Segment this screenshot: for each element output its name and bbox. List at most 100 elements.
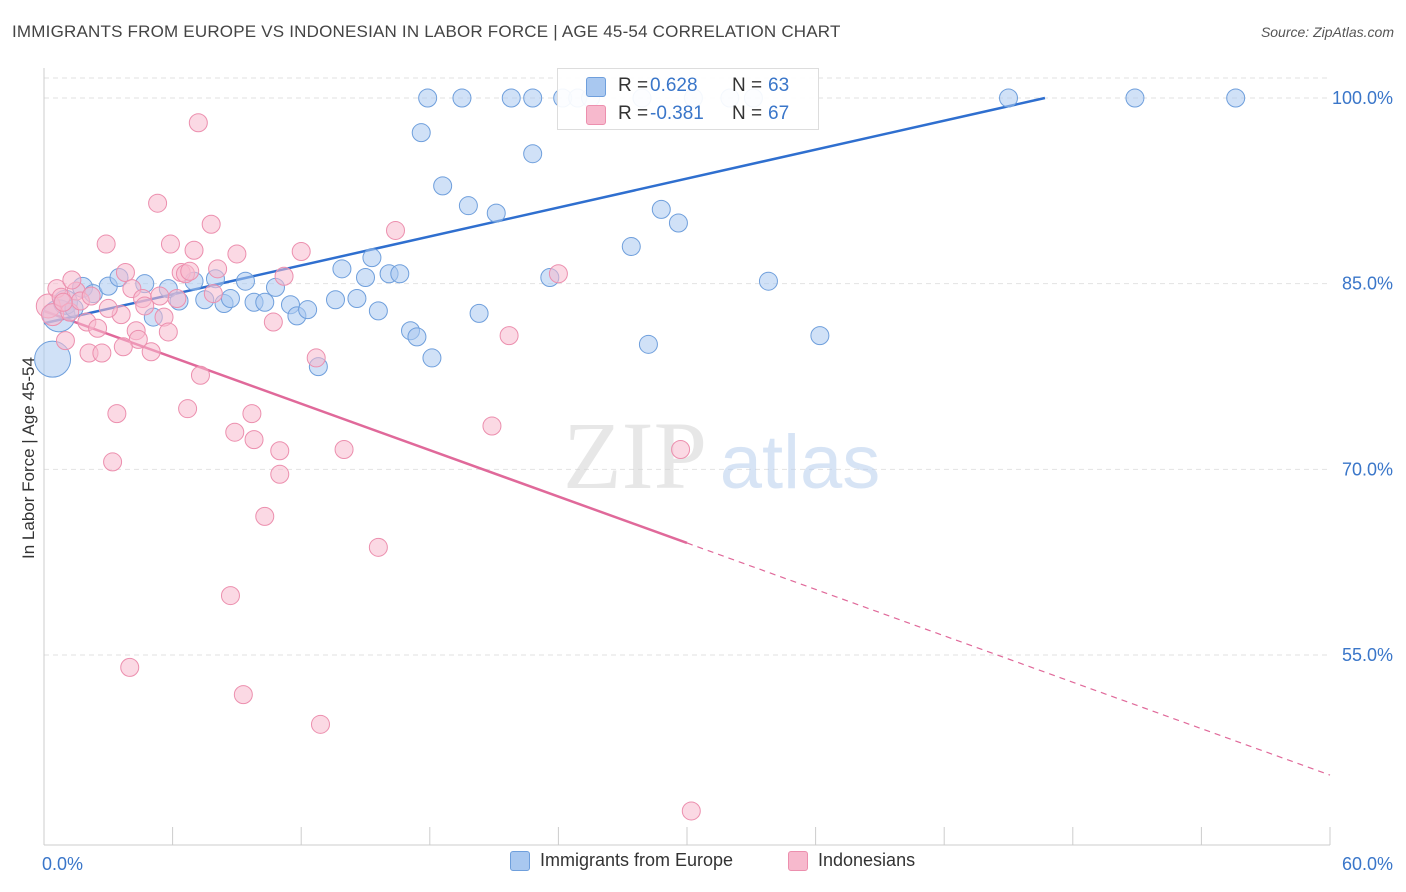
data-point-europe [651, 199, 671, 219]
data-point-indonesians [233, 685, 253, 705]
data-point-europe [368, 301, 388, 321]
data-point-indonesians [386, 220, 406, 240]
y-tick-label: 70.0% [1342, 459, 1393, 479]
y-tick-label: 55.0% [1342, 645, 1393, 665]
stats-swatch-pink [586, 105, 606, 125]
gridlines [44, 77, 1330, 656]
data-point-indonesians [334, 440, 354, 460]
data-point-europe [999, 88, 1018, 108]
data-point-indonesians [135, 296, 155, 316]
data-point-indonesians [274, 266, 294, 286]
data-point-indonesians [548, 264, 568, 284]
data-point-indonesians [242, 404, 262, 424]
data-point-europe [235, 271, 255, 291]
data-point-europe [621, 237, 641, 257]
data-point-europe [1125, 88, 1145, 108]
data-point-indonesians [92, 343, 112, 363]
data-point-indonesians [227, 244, 247, 264]
data-point-indonesians [96, 234, 116, 254]
data-point-indonesians [55, 331, 75, 351]
stats-n-value: 63 [768, 75, 790, 96]
stats-r-label: R = [618, 103, 649, 124]
stats-n-value: 67 [768, 103, 790, 124]
chart-title: IMMIGRANTS FROM EUROPE VS INDONESIAN IN … [12, 22, 841, 41]
data-point-europe [433, 176, 453, 196]
data-point-europe [390, 264, 410, 284]
data-point-indonesians [270, 464, 290, 484]
trend-line-indonesians-extension [686, 542, 1331, 776]
y-tick-label: 100.0% [1332, 88, 1393, 108]
data-point-indonesians [128, 329, 148, 349]
data-point-indonesians [225, 422, 245, 442]
data-point-europe [362, 248, 382, 268]
stats-r-label: R = [618, 75, 649, 96]
data-point-indonesians [203, 284, 223, 304]
data-point-indonesians [120, 657, 140, 677]
data-point-europe [668, 213, 688, 233]
data-point-indonesians [160, 234, 180, 254]
data-point-europe [220, 289, 240, 309]
legend-item-europe[interactable]: Immigrants from Europe [510, 850, 733, 871]
data-point-indonesians [671, 440, 691, 460]
series-indonesians [35, 113, 701, 821]
data-point-indonesians [306, 348, 326, 368]
data-point-indonesians [88, 318, 108, 338]
data-point-indonesians [113, 337, 133, 357]
data-point-europe [638, 334, 658, 354]
data-point-europe [325, 290, 345, 310]
data-point-indonesians [310, 714, 330, 734]
data-point-indonesians [190, 365, 210, 385]
data-point-europe [1226, 88, 1246, 108]
data-point-indonesians [148, 193, 168, 213]
data-point-indonesians [107, 404, 127, 424]
data-point-europe [407, 327, 427, 347]
data-point-indonesians [141, 342, 161, 362]
data-point-indonesians [98, 298, 118, 318]
stats-r-value: 0.628 [650, 75, 698, 96]
stats-r-value: -0.381 [650, 103, 704, 124]
data-point-europe [356, 267, 375, 287]
data-point-indonesians [178, 399, 198, 419]
data-point-indonesians [255, 506, 275, 526]
data-point-indonesians [263, 312, 283, 332]
data-point-indonesians [291, 241, 311, 261]
data-point-europe [469, 303, 489, 323]
data-point-indonesians [499, 326, 519, 346]
data-point-europe [332, 259, 352, 279]
chart-source: Source: ZipAtlas.com [1260, 24, 1394, 40]
data-point-indonesians [53, 292, 73, 312]
data-point-indonesians [188, 113, 208, 133]
data-point-indonesians [62, 270, 82, 290]
data-point-indonesians [150, 286, 170, 306]
stats-swatch-blue [586, 77, 606, 97]
data-point-europe [458, 196, 478, 216]
stats-row-indonesians: R = -0.381 N = 67 [558, 100, 820, 128]
data-point-indonesians [482, 416, 502, 436]
x-tick-label-max: 60.0% [1342, 854, 1393, 874]
data-point-indonesians [681, 801, 701, 821]
data-point-europe [523, 144, 543, 164]
data-point-europe [452, 88, 472, 108]
data-point-indonesians [115, 263, 135, 283]
data-point-indonesians [368, 537, 388, 557]
stats-legend: R = 0.628 N = 63 R = -0.381 N = 67 [557, 68, 819, 130]
x-tick-label-min: 0.0% [42, 854, 83, 874]
data-point-indonesians [158, 322, 178, 342]
data-point-europe [501, 88, 521, 108]
series-immigrants-from-europe [34, 88, 1246, 378]
data-point-indonesians [180, 261, 200, 281]
legend-item-indonesians[interactable]: Indonesians [788, 850, 915, 871]
data-point-europe [411, 123, 431, 143]
data-point-europe [486, 203, 506, 223]
data-point-europe [810, 326, 830, 346]
data-point-indonesians [220, 586, 240, 606]
data-point-europe [758, 271, 778, 291]
data-point-europe [422, 348, 442, 368]
data-point-europe [347, 289, 367, 309]
legend-label-indonesians: Indonesians [818, 850, 916, 870]
data-point-indonesians [244, 430, 264, 450]
data-point-indonesians [184, 240, 204, 260]
data-point-indonesians [81, 286, 101, 306]
stats-n-label: N = [732, 103, 763, 124]
